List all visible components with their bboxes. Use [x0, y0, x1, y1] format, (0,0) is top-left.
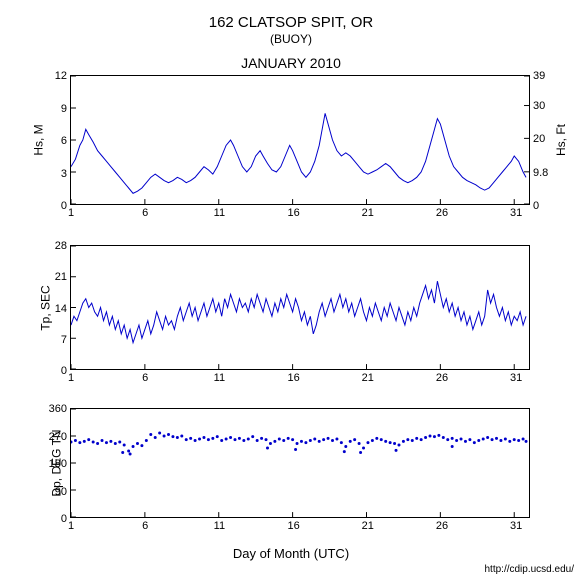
- hs-plot: [71, 76, 529, 204]
- x-tick-label: 11: [214, 372, 225, 384]
- y-tick-label: 0: [61, 513, 67, 525]
- x-tick-label: 26: [436, 520, 448, 532]
- x-tick-label: 31: [510, 372, 522, 384]
- y-tick-label: 7: [61, 334, 67, 346]
- x-tick-label: 31: [510, 207, 522, 219]
- x-tick-label: 11: [214, 207, 225, 219]
- y2-tick-label: 0: [533, 200, 539, 212]
- month-title: JANUARY 2010: [0, 55, 582, 71]
- x-tick-label: 21: [362, 372, 374, 384]
- y-tick-label: 28: [55, 240, 67, 252]
- x-tick-label: 1: [68, 520, 74, 532]
- x-tick-label: 16: [287, 207, 299, 219]
- y-tick-label: 360: [49, 403, 67, 415]
- tp-plot: [71, 246, 529, 369]
- x-tick-label: 31: [510, 520, 522, 532]
- x-tick-label: 6: [142, 207, 148, 219]
- main-title: 162 CLATSOP SPIT, OR: [0, 14, 582, 31]
- y-tick-label: 0: [61, 200, 67, 212]
- x-tick-label: 1: [68, 207, 74, 219]
- y-axis-label-right: Hs, Ft: [554, 124, 568, 156]
- credit-link: http://cdip.ucsd.edu/: [484, 564, 574, 575]
- y2-tick-label: 20: [533, 133, 545, 145]
- dp-plot: [71, 409, 529, 517]
- x-tick-label: 21: [362, 520, 374, 532]
- chart-container: 162 CLATSOP SPIT, OR (BUOY) JANUARY 2010…: [0, 0, 582, 581]
- tp-chart: Tp, SEC07142128161116212631: [70, 245, 530, 370]
- y-tick-label: 180: [49, 458, 67, 470]
- y-tick-label: 90: [55, 486, 67, 498]
- y-tick-label: 3: [61, 168, 67, 180]
- x-axis-label: Day of Month (UTC): [0, 546, 582, 561]
- x-tick-label: 26: [436, 372, 448, 384]
- x-tick-label: 11: [214, 520, 225, 532]
- y2-tick-label: 39: [533, 70, 545, 82]
- y-tick-label: 21: [55, 271, 67, 283]
- subtitle: (BUOY): [0, 32, 582, 46]
- x-tick-label: 16: [287, 520, 299, 532]
- x-tick-label: 26: [436, 207, 448, 219]
- dp-chart: Dp, DEG TN090180270360161116212631: [70, 408, 530, 518]
- y-tick-label: 0: [61, 365, 67, 377]
- x-tick-label: 6: [142, 372, 148, 384]
- dp-chart-area: Dp, DEG TN090180270360161116212631: [70, 408, 530, 518]
- y2-tick-label: 30: [533, 100, 545, 112]
- y-axis-label: Tp, SEC: [39, 285, 53, 330]
- x-tick-label: 16: [287, 372, 299, 384]
- y-tick-label: 14: [55, 303, 67, 315]
- y-tick-label: 270: [49, 431, 67, 443]
- y-tick-label: 9: [61, 103, 67, 115]
- y2-tick-label: 9.8: [533, 167, 548, 179]
- x-tick-label: 21: [362, 207, 374, 219]
- hs-chart: Hs, M036912Hs, Ft09.8203039161116212631: [70, 75, 530, 205]
- x-tick-label: 1: [68, 372, 74, 384]
- y-tick-label: 6: [61, 135, 67, 147]
- hs-chart-area: Hs, M036912Hs, Ft09.8203039161116212631: [70, 75, 530, 205]
- x-tick-label: 6: [142, 520, 148, 532]
- y-axis-label: Hs, M: [32, 124, 46, 155]
- tp-chart-area: Tp, SEC07142128161116212631: [70, 245, 530, 370]
- y-tick-label: 12: [55, 70, 67, 82]
